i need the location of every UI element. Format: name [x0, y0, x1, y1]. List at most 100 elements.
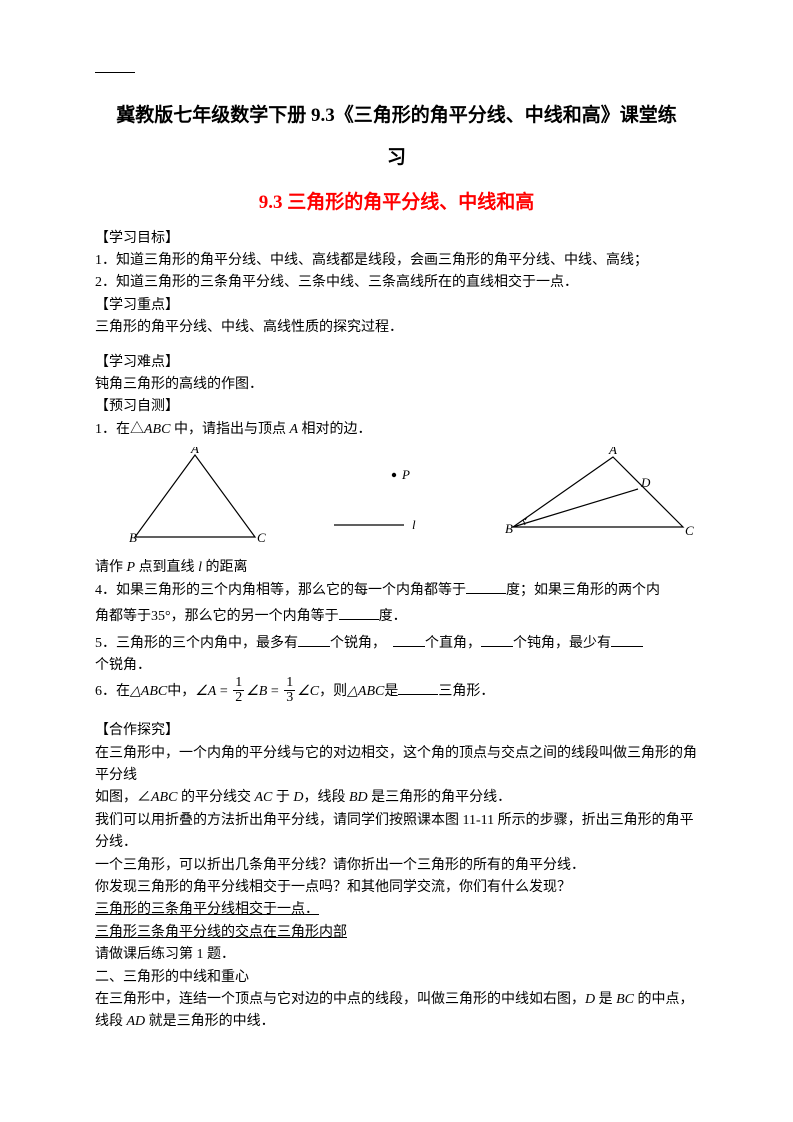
q6-mid3: 是 [384, 684, 398, 699]
c8-ad: AD [127, 1014, 146, 1029]
bisector-bd [513, 489, 638, 527]
coop-text-1: 在三角形中，一个内角的平分线与它的对边相交，这个角的顶点与交点之间的线段叫做三角… [95, 743, 698, 788]
q6-pre: 6．在 [95, 684, 130, 699]
triangle-1-svg: A B C [125, 447, 275, 547]
q6-tri2: △ABC [347, 684, 384, 699]
q6-blank [398, 681, 438, 695]
label-goal: 【学习目标】 [95, 228, 698, 250]
question-5: 5．三角形的三个内角中，最多有 个锐角， 个直角， 个钝角，最少有个锐角． [95, 633, 698, 678]
coop-text-3: 我们可以用折叠的方法折出角平分线，请同学们按照课本图 11-11 所示的步骤，折… [95, 810, 698, 855]
q5-c: 个直角， [425, 636, 481, 651]
coop-underline-2: 三角形三条角平分线的交点在三角形内部 [95, 922, 698, 944]
frac-half-num: 1 [233, 676, 244, 691]
label-coop: 【合作探究】 [95, 720, 698, 742]
figure-point-line: P l [334, 447, 444, 552]
q5-e: 个锐角． [95, 658, 151, 673]
figure-triangle-2: A B C D [503, 447, 698, 552]
preview-distance: 请作 P 点到直线 l 的距离 [95, 557, 698, 579]
fig3-label-d: D [640, 475, 651, 490]
frac-half-den: 2 [233, 691, 244, 705]
triangle-1-shape [135, 455, 255, 537]
goal-item-1: 1．知道三角形的角平分线、中线、高线都是线段，会画三角形的角平分线、中线、高线； [95, 250, 698, 272]
coop-text-5: 你发现三角形的角平分线相交于一点吗？和其他同学交流，你们有什么发现？ [95, 877, 698, 899]
c8-b: 是 [595, 992, 616, 1007]
q5-blank-3 [481, 633, 513, 647]
dist-pre: 请作 [95, 560, 127, 575]
label-preview: 【预习自测】 [95, 396, 698, 418]
document-title: 冀教版七年级数学下册 9.3《三角形的角平分线、中线和高》课堂练 习 [95, 95, 698, 179]
c8-bc: BC [616, 992, 634, 1007]
question-6: 6．在△ABC中，∠A = 12∠B = 13∠C，则△ABC是三角形． [95, 677, 698, 708]
fig3-label-b: B [505, 521, 513, 536]
title-line-2: 习 [387, 147, 406, 168]
q1-post: 相对的边． [298, 422, 372, 437]
difficulty-text: 钝角三角形的高线的作图． [95, 374, 698, 396]
q5-blank-4 [611, 633, 643, 647]
triangle-2-svg: A B C D [503, 447, 698, 547]
frac-half: 12 [233, 676, 244, 705]
q6-angle-c: ∠C [297, 684, 319, 699]
c2-ac: AC [254, 790, 272, 805]
coop-text-4: 一个三角形，可以折出几条角平分线？请你折出一个三角形的所有的角平分线． [95, 855, 698, 877]
c8-e: 就是三角形的中线． [145, 1014, 275, 1029]
q6-eq2: = [267, 684, 282, 699]
coop-underline-1: 三角形的三条角平分线相交于一点． [95, 899, 698, 921]
frac-third-den: 3 [284, 691, 295, 705]
q5-d: 个钝角，最少有 [513, 636, 611, 651]
fig1-label-b: B [129, 530, 137, 545]
c2-bd: BD [349, 790, 368, 805]
q5-blank-1 [298, 633, 330, 647]
c2-m1: 的平分线交 [177, 790, 254, 805]
c2-d: D [293, 790, 303, 805]
key-text: 三角形的角平分线、中线、高线性质的探究过程． [95, 317, 698, 339]
fig1-label-a: A [190, 447, 199, 456]
coop-text-2: 如图，∠ABC 的平分线交 AC 于 D，线段 BD 是三角形的角平分线． [95, 787, 698, 809]
spacer [95, 708, 698, 720]
q6-angle-b: ∠B [246, 684, 267, 699]
c2-abc: ABC [151, 790, 177, 805]
q6-post: 三角形． [438, 684, 494, 699]
q6-tri: △ABC [130, 684, 167, 699]
goal-item-2: 2．知道三角形的三条角平分线、三条中线、三条高线所在的直线相交于一点． [95, 272, 698, 294]
point-line-svg: P l [334, 447, 444, 547]
q4-blank-2 [339, 606, 379, 620]
q1-mid: 中，请指出与顶点 [170, 422, 289, 437]
frac-third: 13 [284, 676, 295, 705]
q1-a: A [289, 422, 298, 437]
c2-m2: 于 [272, 790, 293, 805]
header-rule [95, 72, 135, 73]
q5-a: 5．三角形的三个内角中，最多有 [95, 636, 298, 651]
c2-pre: 如图，∠ [95, 790, 151, 805]
q4-c-pre: 角都等于 [95, 609, 151, 624]
q5-blank-2 [393, 633, 425, 647]
q6-mid2: ，则 [319, 684, 347, 699]
c2-post: 是三角形的角平分线． [368, 790, 512, 805]
spacer [95, 340, 698, 352]
q5-b: 个锐角， [330, 636, 386, 651]
preview-q1: 1．在△ABC 中，请指出与顶点 A 相对的边． [95, 419, 698, 441]
fig3-label-a: A [608, 447, 617, 457]
label-difficulty: 【学习难点】 [95, 352, 698, 374]
q4-c-mid: ，那么它的另一个内角等于 [171, 609, 339, 624]
q1-abc: ABC [144, 422, 170, 437]
q4-a: 4．如果三角形的三个内角相等，那么它的每一个内角都等于 [95, 583, 466, 598]
section-title-red: 9.3 三角形的角平分线、中线和高 [95, 187, 698, 214]
c8-d: D [585, 992, 595, 1007]
fig2-label-p: P [401, 467, 410, 482]
figures-row: A B C P l A B C D [125, 449, 698, 549]
q1-pre: 1．在△ [95, 422, 144, 437]
title-line-1: 冀教版七年级数学下册 9.3《三角形的角平分线、中线和高》课堂练 [116, 105, 677, 126]
q6-eq1: = [216, 684, 231, 699]
dist-post: 的距离 [202, 560, 248, 575]
dist-mid: 点到直线 [135, 560, 198, 575]
q6-mid1: 中， [167, 684, 195, 699]
coop-text-6: 请做课后练习第 1 题． [95, 944, 698, 966]
fig3-label-c: C [685, 523, 694, 538]
q4-b: 度；如果三角形的两个内 [506, 583, 660, 598]
figure-triangle-1: A B C [125, 447, 275, 552]
q6-angle-a: ∠A [195, 684, 216, 699]
label-key: 【学习重点】 [95, 295, 698, 317]
coop-text-7: 二、三角形的中线和重心 [95, 967, 698, 989]
dist-p: P [127, 560, 136, 575]
question-4-line1: 4．如果三角形的三个内角相等，那么它的每一个内角都等于 度；如果三角形的两个内 [95, 580, 698, 602]
